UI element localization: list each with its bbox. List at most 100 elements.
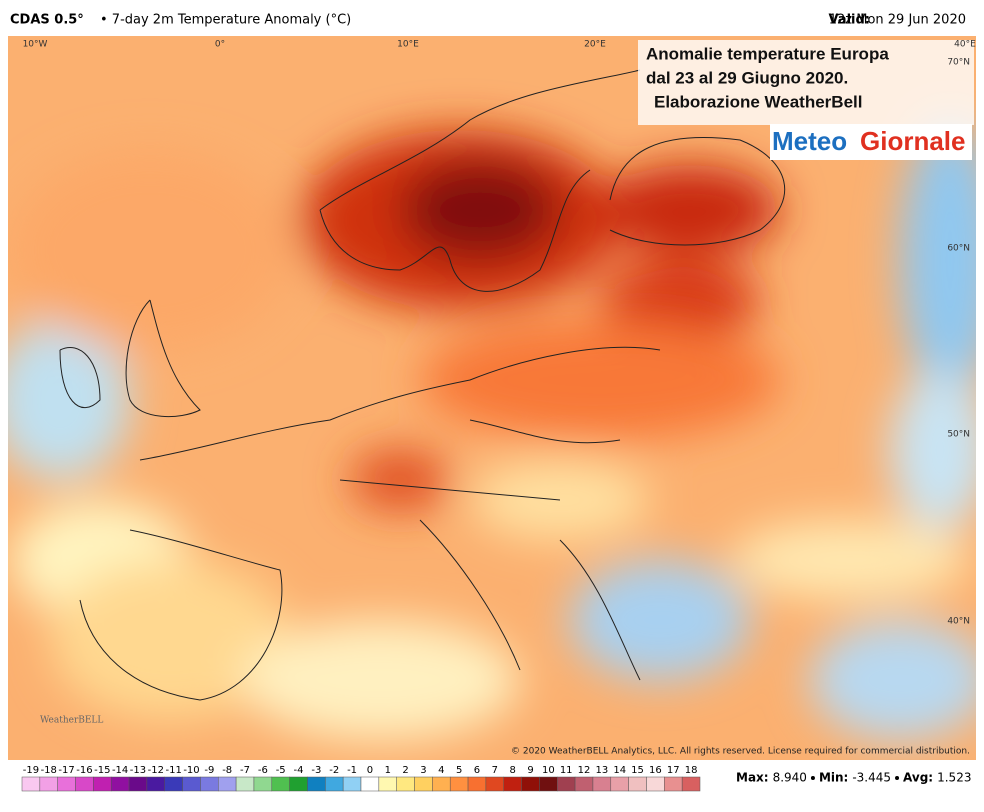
colorbar-label: -14 [112,765,128,776]
colorbar-label: 6 [474,765,480,776]
colorbar-cell [592,776,612,792]
stat-label: Max: [736,771,769,785]
colorbar-cell [360,776,380,792]
colorbar-label: 4 [438,765,444,776]
colorbar-cell [182,776,201,792]
colorbar-cell [432,776,451,792]
title: • 7-day 2m Temperature Anomaly (°C) [100,13,351,28]
colorbar-cell [557,776,576,792]
colorbar-label: -13 [130,765,146,776]
stat-value: 8.940 [773,771,807,785]
stat-label: Min: [819,771,848,785]
colorbar-label: -7 [240,765,250,776]
colorbar-label: 10 [542,765,555,776]
colorbar-label: 15 [631,765,644,776]
colorbar-label: -5 [276,765,286,776]
lat-label: 50°N [947,430,970,440]
colorbar-label: 18 [685,765,698,776]
colorbar-label: 1 [385,765,391,776]
stat-label: Avg: [903,771,933,785]
colorbar-label: -12 [148,765,164,776]
colorbar-label: 13 [596,765,609,776]
colorbar-label: -3 [311,765,321,776]
colorbar-cell [664,776,683,792]
stat-separator [810,776,815,780]
valid-label: Valid: [828,13,870,28]
colorbar-cell [271,776,290,792]
colorbar-label: -16 [76,765,92,776]
colorbar-cell [539,776,558,792]
colorbar-label: 9 [527,765,533,776]
colorbar-label: 16 [649,765,662,776]
overlay-text: Elaborazione WeatherBell [654,92,862,111]
colorbar-cell [21,776,41,792]
colorbar-label: -8 [222,765,232,776]
lon-label: 10°E [397,40,419,50]
colorbar-cell [128,776,148,792]
colorbar-label: 5 [456,765,462,776]
watermark: WeatherBELL [40,716,103,726]
colorbar-label: 17 [667,765,680,776]
colorbar-cell [307,776,326,792]
colorbar-label: 2 [402,765,408,776]
colorbar-cell [610,776,629,792]
stat-separator [895,776,900,780]
colorbar-cell [646,776,665,792]
colorbar-label: 11 [560,765,573,776]
lon-label: 20°E [584,40,606,50]
colorbar-label: 3 [420,765,426,776]
colorbar-label: -15 [94,765,110,776]
colorbar-cell [628,776,647,792]
overlay-text: Anomalie temperature Europa [646,44,889,63]
colorbar-label: -17 [58,765,74,776]
colorbar-label: 8 [509,765,515,776]
valid: 12z Mon 29 Jun 2020 [829,13,966,28]
coastlines [59,69,786,701]
colorbar-label: -9 [204,765,214,776]
colorbar-label: 14 [613,765,626,776]
lon-label: 0° [215,40,225,50]
logo-giornale: Giornale [860,126,965,156]
lat-label: 40°N [947,617,970,627]
colorbar-cell [289,776,308,792]
colorbar-label: -6 [258,765,268,776]
colorbar-label: -2 [329,765,339,776]
colorbar-cell [342,776,362,792]
colorbar-cell [467,776,487,792]
colorbar-cell [396,776,415,792]
logo-meteo: Meteo [772,126,847,156]
colorbar-cell [378,776,397,792]
colorbar-cell [681,776,701,792]
colorbar-label: -19 [23,765,39,776]
colorbar-label: 0 [367,765,373,776]
colorbar-cell [146,776,165,792]
copyright: © 2020 WeatherBELL Analytics, LLC. All r… [511,747,970,757]
colorbar-cell [253,776,273,792]
stat-value: 1.523 [937,771,971,785]
colorbar-label: -4 [294,765,304,776]
colorbar-cell [110,776,130,792]
colorbar-cell [57,776,76,792]
overlay-box [638,40,974,125]
colorbar-label: -1 [347,765,357,776]
logo-box [770,124,972,160]
overlay-text: dal 23 al 29 Giugno 2020. [646,68,848,87]
colorbar-cell [414,776,433,792]
colorbar-cell [325,776,344,792]
colorbar-cell [503,776,522,792]
colorbar-cell [75,776,94,792]
lat-label: 60°N [947,244,970,254]
colorbar-cell [200,776,219,792]
colorbar-cell [218,776,237,792]
colorbar-cell [39,776,58,792]
colorbar-cell [574,776,594,792]
colorbar-label: 7 [492,765,498,776]
model: CDAS 0.5° [10,13,84,28]
colorbar-label: -10 [183,765,199,776]
lat-label: 70°N [947,58,970,68]
colorbar-cell [93,776,112,792]
colorbar-cell [164,776,183,792]
lon-label: 40°E [954,40,976,50]
